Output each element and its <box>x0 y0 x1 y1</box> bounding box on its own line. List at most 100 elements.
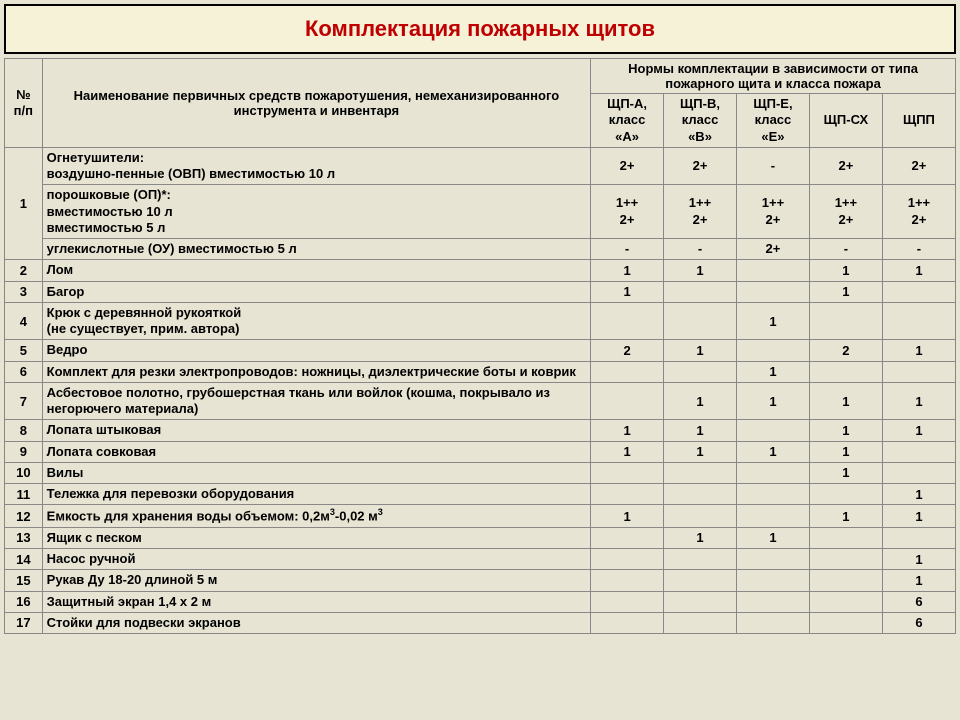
cell-value <box>591 549 664 570</box>
cell-value <box>882 527 955 548</box>
header-col-e: ЩП-Е, класс «Е» <box>736 94 809 148</box>
cell-value: - <box>664 239 737 260</box>
cell-value: 1 <box>664 382 737 420</box>
cell-value: 1++ 2+ <box>591 185 664 239</box>
table-body: 1 Огнетушители: воздушно-пенные (ОВП) вме… <box>5 147 956 633</box>
cell-value <box>882 441 955 462</box>
table-row: 8Лопата штыковая1111 <box>5 420 956 441</box>
cell-value: 1 <box>809 505 882 528</box>
cell-value: 1 <box>664 340 737 361</box>
cell-value: 6 <box>882 591 955 612</box>
row-num: 6 <box>5 361 43 382</box>
cell-value: - <box>882 239 955 260</box>
row-name: Ящик с песком <box>42 527 590 548</box>
row-name: Крюк с деревянной рукояткой (не существу… <box>42 302 590 340</box>
cell-value: 2+ <box>736 239 809 260</box>
cell-value: 1 <box>736 382 809 420</box>
cell-value <box>882 302 955 340</box>
cell-value <box>591 302 664 340</box>
cell-value: 1 <box>809 382 882 420</box>
cell-value <box>664 484 737 505</box>
cell-value: 2+ <box>809 147 882 185</box>
table-row: 3Багор11 <box>5 281 956 302</box>
cell-value <box>736 340 809 361</box>
cell-value <box>664 549 737 570</box>
cell-value: 1 <box>882 570 955 591</box>
cell-value <box>736 505 809 528</box>
row-name: Насос ручной <box>42 549 590 570</box>
row-name: Емкость для хранения воды объемом: 0,2м3… <box>42 505 590 528</box>
cell-value <box>809 591 882 612</box>
table-row: 5Ведро2121 <box>5 340 956 361</box>
cell-value: 1 <box>591 281 664 302</box>
row-num: 13 <box>5 527 43 548</box>
row-name: Рукав Ду 18-20 длиной 5 м <box>42 570 590 591</box>
row-name: Огнетушители: воздушно-пенные (ОВП) вмес… <box>42 147 590 185</box>
cell-value: 1 <box>736 527 809 548</box>
cell-value: 1++ 2+ <box>736 185 809 239</box>
cell-value: 1 <box>882 260 955 281</box>
cell-value: - <box>736 147 809 185</box>
row-num: 5 <box>5 340 43 361</box>
cell-value: 1 <box>591 420 664 441</box>
cell-value: 1++ 2+ <box>664 185 737 239</box>
row-num: 12 <box>5 505 43 528</box>
table-row: углекислотные (ОУ) вместимостью 5 л--2+-… <box>5 239 956 260</box>
cell-value: 1 <box>882 505 955 528</box>
cell-value <box>664 302 737 340</box>
header-col-pp: ЩПП <box>882 94 955 148</box>
table-row: 1Огнетушители: воздушно-пенные (ОВП) вме… <box>5 147 956 185</box>
row-num: 16 <box>5 591 43 612</box>
row-num: 15 <box>5 570 43 591</box>
cell-value: 1 <box>882 382 955 420</box>
cell-value <box>591 382 664 420</box>
cell-value: 1 <box>664 420 737 441</box>
cell-value <box>809 527 882 548</box>
cell-value <box>591 612 664 633</box>
row-name: Стойки для подвески экранов <box>42 612 590 633</box>
cell-value: - <box>591 239 664 260</box>
row-name: Ведро <box>42 340 590 361</box>
cell-value: 2 <box>591 340 664 361</box>
row-num: 14 <box>5 549 43 570</box>
cell-value <box>736 549 809 570</box>
cell-value: 2+ <box>882 147 955 185</box>
cell-value: 1++ 2+ <box>882 185 955 239</box>
row-num: 8 <box>5 420 43 441</box>
row-num: 2 <box>5 260 43 281</box>
cell-value <box>664 570 737 591</box>
cell-value <box>882 462 955 483</box>
cell-value <box>809 302 882 340</box>
row-num: 17 <box>5 612 43 633</box>
cell-value <box>882 361 955 382</box>
table-row: 10Вилы1 <box>5 462 956 483</box>
cell-value: 1 <box>736 441 809 462</box>
cell-value <box>591 591 664 612</box>
cell-value <box>809 570 882 591</box>
cell-value <box>882 281 955 302</box>
header-col-b: ЩП-В, класс «В» <box>664 94 737 148</box>
header-num: № п/п <box>5 59 43 148</box>
cell-value <box>736 612 809 633</box>
cell-value <box>591 570 664 591</box>
table-header: № п/п Наименование первичных средств пож… <box>5 59 956 148</box>
cell-value <box>736 260 809 281</box>
table-row: 4Крюк с деревянной рукояткой (не существ… <box>5 302 956 340</box>
cell-value <box>591 527 664 548</box>
row-num: 3 <box>5 281 43 302</box>
table-row: 7Асбестовое полотно, грубошерстная ткань… <box>5 382 956 420</box>
cell-value: 1 <box>809 260 882 281</box>
cell-value: 1 <box>591 505 664 528</box>
cell-value: 1 <box>882 340 955 361</box>
cell-value <box>736 484 809 505</box>
equipment-table: № п/п Наименование первичных средств пож… <box>4 58 956 634</box>
cell-value <box>809 549 882 570</box>
cell-value: 1 <box>736 361 809 382</box>
row-name: порошковые (ОП)*: вместимостью 10 л вмес… <box>42 185 590 239</box>
row-name: Асбестовое полотно, грубошерстная ткань … <box>42 382 590 420</box>
table-row: 12Емкость для хранения воды объемом: 0,2… <box>5 505 956 528</box>
row-num: 4 <box>5 302 43 340</box>
cell-value: 2+ <box>591 147 664 185</box>
cell-value <box>736 591 809 612</box>
header-norms: Нормы комплектации в зависимости от типа… <box>591 59 956 94</box>
